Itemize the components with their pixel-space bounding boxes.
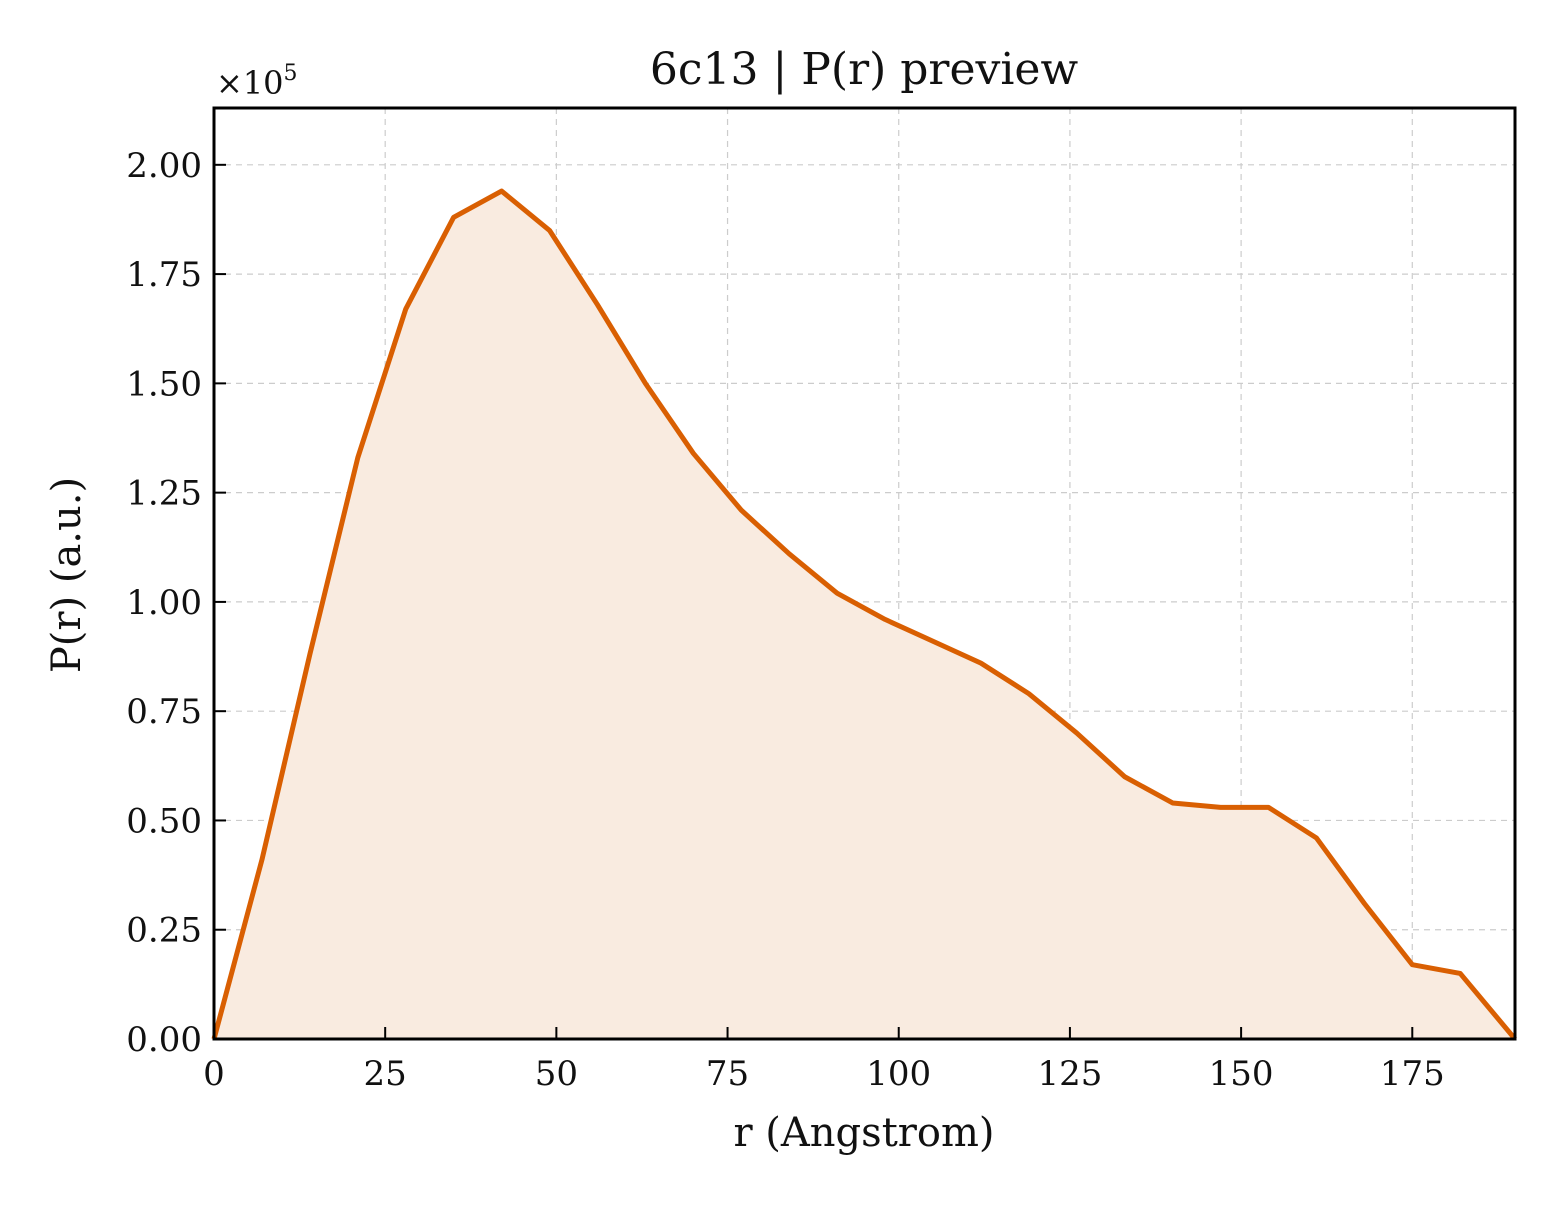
y-tick-label: 0.25 xyxy=(126,911,202,951)
tick-layer xyxy=(213,163,1414,1040)
y-tick-label: 1.75 xyxy=(126,255,202,295)
y-tick-label: 2.00 xyxy=(126,146,202,186)
y-tick-label: 1.50 xyxy=(126,364,202,404)
y-tick-label: 0.00 xyxy=(126,1020,202,1060)
x-axis-title: r (Angstrom) xyxy=(733,1110,994,1156)
y-tick-label: 1.00 xyxy=(126,583,202,623)
y-tick-label: 0.75 xyxy=(126,692,202,732)
x-tick-label: 150 xyxy=(1209,1054,1274,1094)
y-scale-base: ×10 xyxy=(216,64,284,102)
x-tick-label: 0 xyxy=(203,1054,225,1094)
y-scale-multiplier: ×105 xyxy=(216,61,298,102)
pr-area-fill xyxy=(214,191,1515,1040)
x-tick-label: 50 xyxy=(535,1054,578,1094)
y-scale-exponent: 5 xyxy=(284,61,298,86)
x-tick-label: 75 xyxy=(706,1054,749,1094)
x-tick-label: 100 xyxy=(866,1054,931,1094)
y-axis-title: P(r) (a.u.) xyxy=(44,477,90,673)
pr-series-line xyxy=(211,188,1517,1041)
x-tick-label: 125 xyxy=(1037,1054,1102,1094)
x-tick-label: 25 xyxy=(364,1054,407,1094)
plot-frame xyxy=(212,106,1517,1041)
x-tick-label: 175 xyxy=(1380,1054,1445,1094)
tick-label-layer: 0 25 50 75 100 125 150 175 0.00 0.25 0.50 0.75 1.00 1… xyxy=(126,146,1444,1094)
y-tick-label: 0.50 xyxy=(126,801,202,841)
y-tick-label: 1.25 xyxy=(126,474,202,514)
chart-title: 6c13 | P(r) preview xyxy=(650,44,1079,95)
